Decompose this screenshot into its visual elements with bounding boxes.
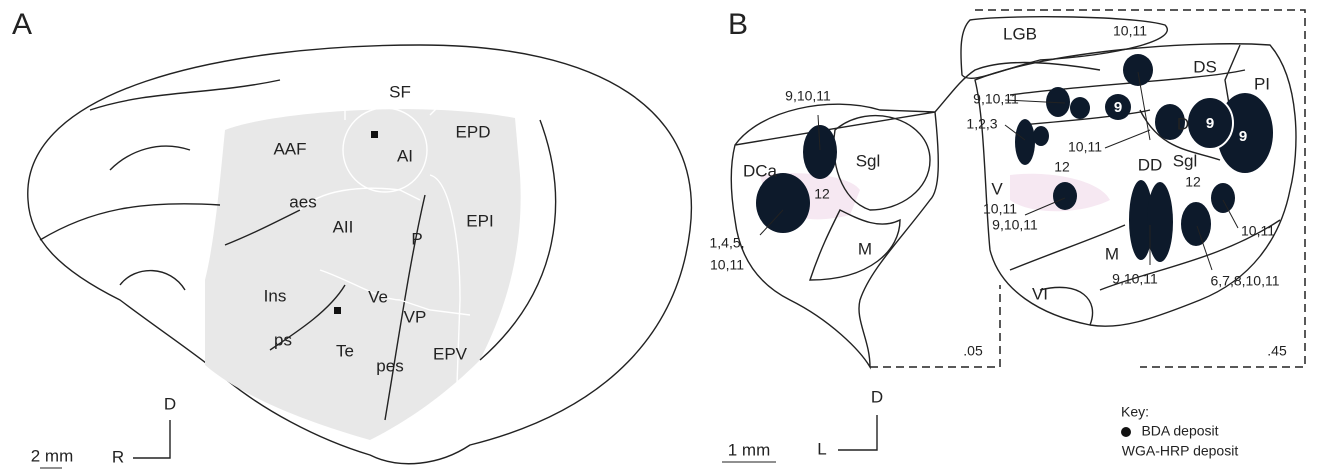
deposit-label: 10,11 [1068,139,1102,155]
deposit-number: 9 [1206,115,1214,132]
deposit [1070,97,1090,119]
deposit-label: 10,11 [1113,23,1147,39]
deposit-number: 9 [1114,99,1122,116]
figure: A SF AAF AI EPD aes AII EPI P Ve Ins VP … [0,0,1323,476]
panel-a: A SF AAF AI EPD aes AII EPI P Ve Ins VP … [12,8,691,468]
key-title: Key: [1121,404,1149,420]
region-label: VI [1032,284,1048,303]
area-label: Ins [264,286,287,305]
orientation-label: L [817,439,826,458]
deposit [1181,202,1211,246]
region-label: DCa [743,161,778,180]
level-label: .45 [1267,343,1287,359]
area-label: pes [376,356,403,375]
deposit-label: 12 [1185,174,1201,190]
key-marker [1121,427,1131,437]
deposit [756,173,810,233]
area-label: ps [274,330,292,349]
orientation-axes [133,420,170,458]
deposit-label: 10,11 [710,257,744,273]
area-label: VP [404,307,427,326]
shaded-region [205,109,521,440]
deposit-label: 10,11 [1241,223,1275,239]
deposit-label: 1,2,3 [966,116,997,132]
orientation-axes [838,415,877,450]
area-label: AI [397,146,413,165]
region-label: DD [1138,155,1163,174]
region-label: DS [1193,57,1217,76]
marker [371,131,378,138]
region-label: Sgl [856,151,881,170]
region-label: Sgl [1173,151,1198,170]
panel-letter: A [12,8,32,41]
orientation-label: D [164,394,176,413]
deposit [1211,183,1235,213]
orientation-label: R [112,447,124,466]
area-label: SF [389,82,411,101]
deposit-label: 6,7,8,10,11 [1210,273,1279,289]
area-label: aes [289,192,316,211]
deposit-label: 9,10,11 [973,91,1019,107]
deposit [1033,126,1049,146]
deposit-label: 9,10,11 [992,217,1038,233]
deposit-number: 9 [1239,128,1247,145]
deposit [1123,54,1153,86]
panel-letter: B [728,8,748,41]
deposit-label: 12 [1054,159,1070,175]
deposit-label: 9,10,11 [785,88,831,104]
deposit [803,125,837,179]
deposit-label: 9,10,11 [1112,271,1158,287]
area-label: P [411,229,422,248]
area-label: AII [333,217,354,236]
deposit [1053,182,1077,210]
deposit [1015,119,1035,165]
deposit-label: 1,4,5, [709,235,744,251]
marker [334,307,341,314]
level-label: .05 [963,343,983,359]
area-label: EPD [456,122,491,141]
area-label: AAF [273,139,306,158]
scale-label: 1 mm [728,440,771,459]
scale-label: 2 mm [31,446,74,465]
deposit-label: 10,11 [983,201,1017,217]
region-label: D [1177,114,1189,133]
deposit-label: 12 [814,186,830,202]
panel-b: B LGB 10,11 DS PI 9,10,11 9,10,11 D 9 9 … [709,8,1305,462]
region-label: M [858,239,872,258]
area-label: Ve [368,287,388,306]
orientation-label: D [871,387,883,406]
key-item: BDA deposit [1141,423,1218,439]
deposit [1147,182,1173,262]
key-item: WGA-HRP deposit [1122,443,1239,459]
region-label: LGB [1003,24,1037,43]
area-label: EPV [433,344,468,363]
region-label: M [1105,244,1119,263]
area-label: EPI [466,211,493,230]
area-label: Te [336,341,354,360]
region-label: V [991,179,1003,198]
region-label: PI [1254,74,1270,93]
